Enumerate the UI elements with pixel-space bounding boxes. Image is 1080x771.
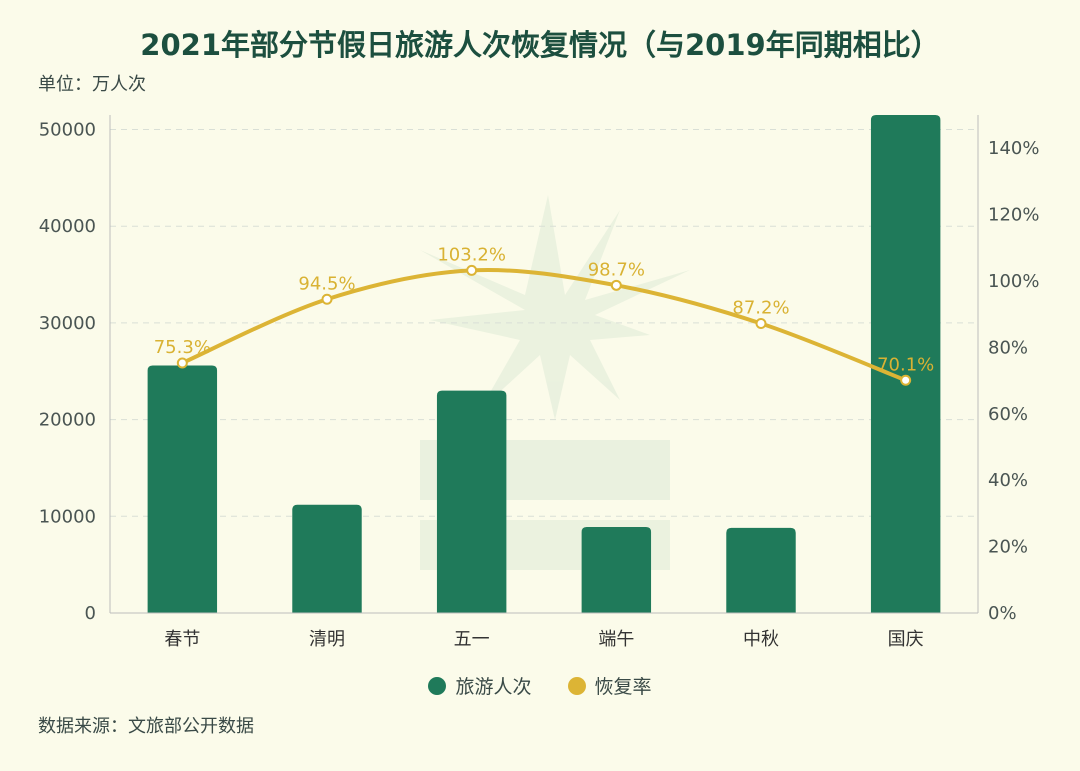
line-point [176, 357, 188, 369]
legend: 旅游人次 恢复率 [0, 672, 1080, 699]
bar [436, 390, 507, 613]
y-right-tick-label: 0% [988, 603, 1017, 624]
x-tick-label: 中秋 [743, 629, 779, 650]
line-point [755, 317, 767, 329]
x-tick-label: 国庆 [888, 629, 924, 650]
bar [870, 115, 941, 613]
x-tick-label: 春节 [164, 629, 200, 650]
y-left-tick-label: 20000 [39, 410, 96, 431]
y-right-tick-label: 100% [988, 271, 1039, 292]
legend-label-recovery: 恢复率 [594, 676, 652, 698]
y-left-tick-label: 50000 [39, 120, 96, 141]
bar [292, 504, 362, 613]
legend-label-visitors: 旅游人次 [455, 676, 532, 698]
y-right-tick-label: 60% [988, 404, 1028, 425]
line-point [610, 279, 622, 291]
source-note: 数据来源：文旅部公开数据 [38, 716, 254, 737]
line-point [900, 374, 912, 386]
data-label: 87.2% [732, 297, 789, 318]
y-left-tick-label: 30000 [39, 313, 96, 334]
series-line-recovery [181, 268, 907, 383]
line-point [466, 264, 478, 276]
data-label: 94.5% [298, 273, 355, 294]
bar [147, 365, 218, 613]
unit-label: 单位：万人次 [38, 74, 146, 95]
legend-swatch-recovery [567, 676, 586, 695]
data-label: 103.2% [437, 244, 506, 265]
legend-item-visitors: 旅游人次 [428, 672, 532, 699]
legend-swatch-visitors [428, 676, 447, 695]
y-right-tick-label: 80% [988, 337, 1028, 358]
bar [581, 526, 652, 613]
x-tick-label: 五一 [454, 629, 490, 650]
y-right-tick-label: 140% [988, 138, 1039, 159]
data-label: 98.7% [588, 259, 645, 280]
legend-item-recovery: 恢复率 [567, 672, 652, 699]
y-left-tick-label: 0 [85, 603, 96, 624]
x-tick-label: 清明 [309, 629, 345, 650]
data-label: 70.1% [877, 354, 934, 375]
y-right-tick-label: 40% [988, 470, 1028, 491]
chart-title: 2021年部分节假日旅游人次恢复情况（与2019年同期相比） [140, 28, 940, 62]
y-left-tick-label: 40000 [39, 216, 96, 237]
y-left-tick-label: 10000 [39, 506, 96, 527]
x-tick-label: 端午 [598, 629, 634, 650]
y-right-tick-label: 20% [988, 537, 1028, 558]
line-point [321, 293, 333, 305]
bar [726, 527, 796, 613]
y-right-tick-label: 120% [988, 205, 1039, 226]
data-label: 75.3% [154, 337, 211, 358]
